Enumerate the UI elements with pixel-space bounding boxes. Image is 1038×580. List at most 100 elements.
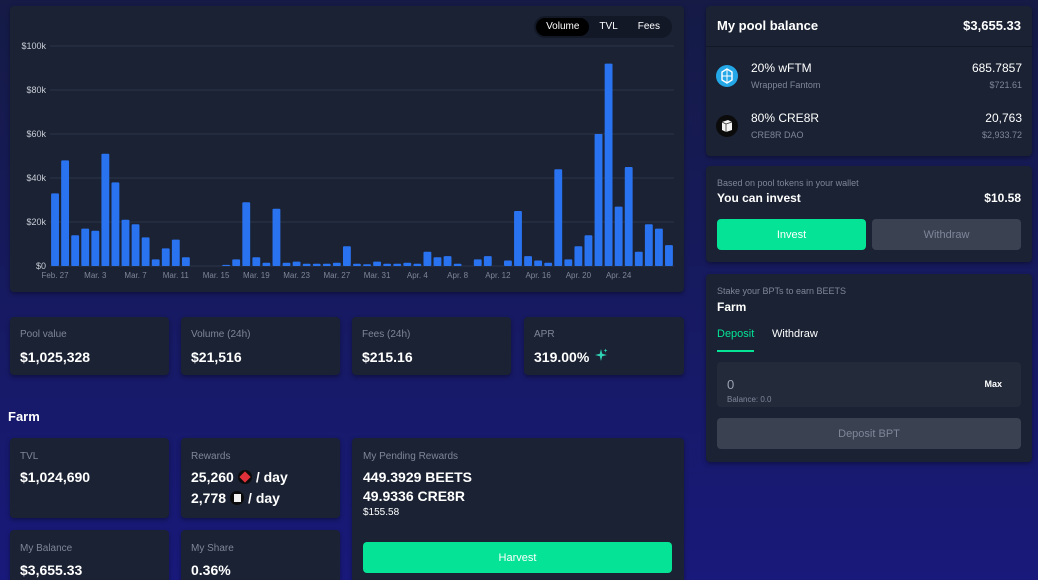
my-share-card: My Share 0.36%	[181, 530, 340, 580]
y-tick-label: $80k	[26, 85, 46, 95]
volume-bar[interactable]	[413, 263, 422, 266]
volume-bar[interactable]	[171, 239, 180, 266]
tab-deposit[interactable]: Deposit	[717, 328, 755, 352]
stat-label: Pool value	[20, 329, 67, 340]
volume-bar[interactable]	[554, 169, 563, 266]
volume-bar[interactable]	[594, 134, 603, 266]
volume-bar[interactable]	[363, 264, 371, 266]
volume-bar[interactable]	[342, 246, 351, 266]
volume-bar[interactable]	[624, 167, 633, 266]
volume-bar[interactable]	[242, 202, 251, 266]
volume-bar[interactable]	[121, 219, 130, 266]
volume-bar[interactable]	[312, 263, 321, 266]
volume-bar[interactable]	[91, 230, 100, 266]
volume-bar[interactable]	[574, 246, 583, 266]
beets-icon	[237, 470, 252, 484]
max-button[interactable]: Max	[984, 379, 1002, 389]
volume-bar[interactable]	[614, 206, 623, 266]
volume-bar[interactable]	[262, 262, 271, 266]
volume-bar[interactable]	[423, 251, 432, 266]
farm-rewards-card: Rewards 25,260 / day 2,778 / day	[181, 438, 340, 518]
volume-bar[interactable]	[71, 235, 80, 266]
volume-bar[interactable]	[131, 224, 140, 266]
token-row-wftm: 20% wFTM Wrapped Fantom 685.7857 $721.61	[716, 59, 1022, 99]
volume-bar[interactable]	[453, 263, 462, 266]
invest-caption: Based on pool tokens in your wallet	[717, 178, 859, 188]
volume-bar[interactable]	[332, 262, 341, 266]
volume-bar[interactable]	[272, 208, 281, 266]
tab-withdraw[interactable]: Withdraw	[772, 328, 818, 340]
y-tick-label: $100k	[21, 41, 46, 51]
volume-bar[interactable]	[252, 257, 261, 266]
sparkle-icon[interactable]	[594, 348, 608, 362]
y-tick-label: $60k	[26, 129, 46, 139]
volume-bar[interactable]	[181, 257, 190, 266]
withdraw-button[interactable]: Withdraw	[872, 219, 1021, 250]
balance-text: Balance: 0.0	[727, 395, 772, 404]
rewards-label: Rewards	[191, 451, 231, 462]
volume-bar[interactable]	[403, 262, 412, 266]
volume-bar[interactable]	[222, 264, 231, 266]
x-tick-label: Feb. 27	[41, 271, 69, 280]
farm-tvl-card: TVL $1,024,690	[10, 438, 169, 518]
volume-bar[interactable]	[584, 235, 593, 266]
stat-value: $215.16	[362, 349, 413, 365]
volume-bar[interactable]	[282, 262, 291, 266]
volume-bar[interactable]	[353, 263, 361, 266]
toggle-fees[interactable]: Fees	[637, 21, 660, 32]
volume-bar[interactable]	[665, 245, 673, 266]
harvest-button[interactable]: Harvest	[363, 542, 672, 573]
pool-balance-total: $3,655.33	[963, 18, 1021, 33]
y-tick-label: $40k	[26, 173, 46, 183]
deposit-amount-field[interactable]: 0 Balance: 0.0 Max	[717, 362, 1021, 407]
deposit-bpt-button[interactable]: Deposit BPT	[717, 418, 1021, 449]
volume-bar[interactable]	[604, 63, 613, 266]
volume-bar[interactable]	[443, 256, 452, 266]
volume-bar[interactable]	[61, 160, 70, 266]
volume-bar[interactable]	[534, 260, 543, 267]
volume-bar[interactable]	[292, 261, 301, 266]
reward-row-cre8r: 2,778 / day	[191, 490, 280, 506]
volume-bar[interactable]	[524, 256, 532, 266]
toggle-tvl[interactable]: TVL	[599, 21, 618, 32]
volume-bar[interactable]	[514, 211, 522, 266]
volume-bar[interactable]	[393, 263, 402, 266]
token-usd: $721.61	[989, 80, 1022, 90]
volume-chart-card: $0 $20k $40k $60k $80k $100k Feb. 27 Mar. 3 Mar.…	[10, 6, 684, 292]
x-tick-label: Mar. 7	[124, 271, 147, 280]
volume-bar[interactable]	[544, 262, 553, 266]
divider	[706, 46, 1032, 47]
volume-bar[interactable]	[101, 153, 110, 266]
invest-button[interactable]: Invest	[717, 219, 866, 250]
x-tick-label: Apr. 24	[606, 271, 632, 280]
volume-bar[interactable]	[81, 228, 90, 266]
volume-bar[interactable]	[51, 193, 59, 266]
volume-bar[interactable]	[634, 251, 643, 266]
volume-bar[interactable]	[473, 259, 482, 266]
volume-bar[interactable]	[433, 257, 442, 266]
toggle-volume[interactable]: Volume	[536, 18, 590, 36]
volume-bar[interactable]	[151, 259, 160, 266]
volume-bar[interactable]	[373, 261, 382, 266]
volume-bar[interactable]	[161, 248, 170, 266]
stat-value: $21,516	[191, 349, 242, 365]
token-subtitle: CRE8R DAO	[751, 130, 804, 140]
volume-bar[interactable]	[111, 182, 120, 266]
stake-card: Stake your BPTs to earn BEETS Farm Depos…	[706, 274, 1032, 462]
volume-bar[interactable]	[504, 260, 512, 267]
volume-bar[interactable]	[383, 263, 392, 266]
volume-bar[interactable]	[322, 263, 331, 266]
volume-bar[interactable]	[232, 259, 241, 266]
cre8r-icon	[230, 491, 245, 505]
volume-chart: $0 $20k $40k $60k $80k $100k Feb. 27 Mar. 3 Mar.…	[21, 41, 674, 280]
volume-bar[interactable]	[644, 224, 653, 266]
volume-bar[interactable]	[564, 259, 573, 266]
volume-bar[interactable]	[483, 256, 492, 266]
deposit-amount-input[interactable]: 0	[727, 377, 735, 392]
pool-balance-card: My pool balance $3,655.33 20% wFTM Wrapp…	[706, 6, 1032, 156]
pending-rewards-label: My Pending Rewards	[363, 451, 459, 462]
stat-label: Volume (24h)	[191, 329, 251, 340]
volume-bar[interactable]	[302, 263, 311, 266]
volume-bar[interactable]	[654, 228, 663, 266]
volume-bar[interactable]	[141, 237, 150, 266]
